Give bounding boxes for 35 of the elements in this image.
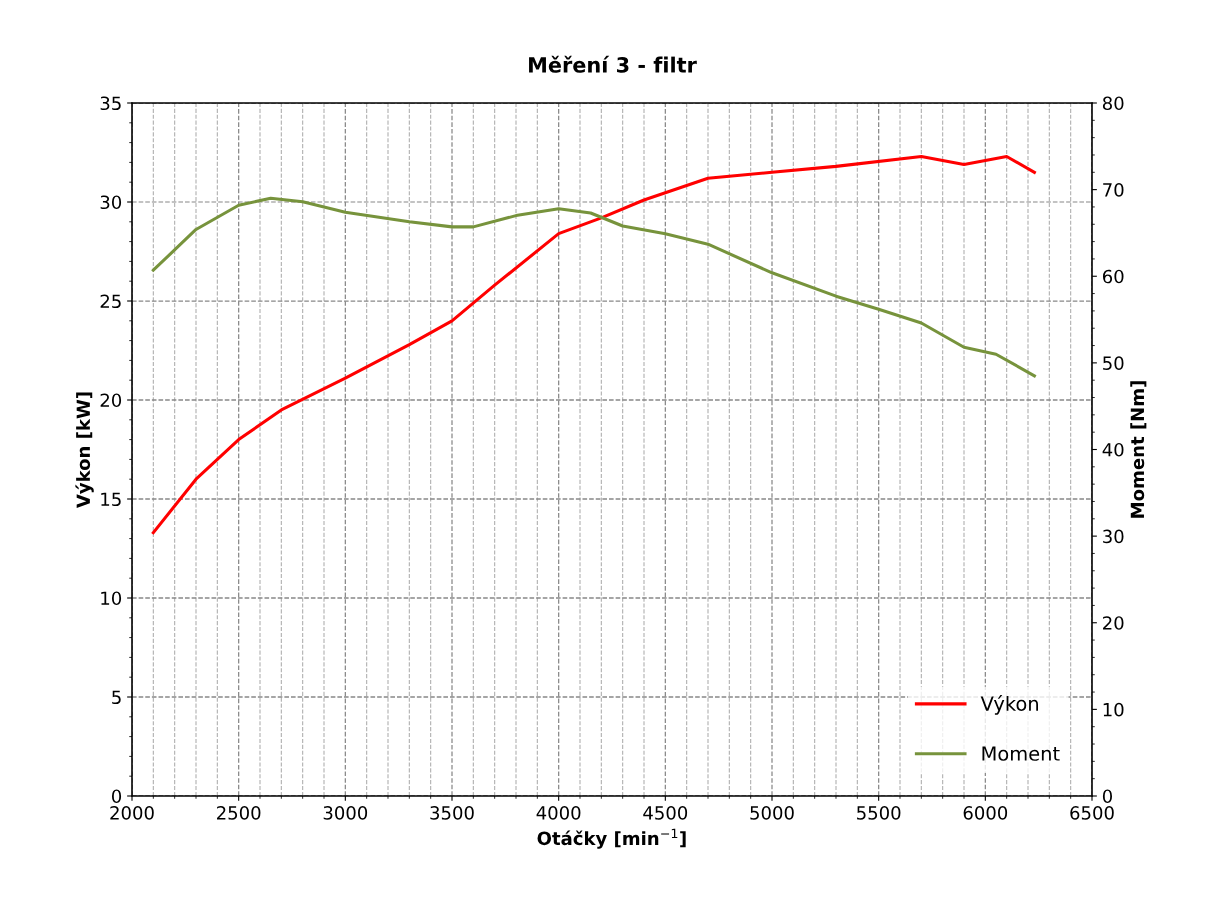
- x-tick-label: 2500: [217, 806, 261, 820]
- x-tick-label: 5500: [857, 806, 901, 820]
- y-tick-label: 0: [111, 789, 122, 804]
- y2-tick-label: 60: [1102, 269, 1124, 284]
- chart-title: Měření 3 - filtr: [529, 55, 697, 73]
- y2-tick-label: 10: [1103, 702, 1124, 717]
- y2-tick-label: 40: [1102, 442, 1124, 457]
- y-tick-label: 35: [100, 96, 121, 111]
- legend-label: Moment: [982, 746, 1060, 761]
- y2-tick-label: 50: [1103, 356, 1124, 370]
- x-tick-label: 5000: [750, 806, 794, 820]
- y2-tick-label: 20: [1103, 616, 1124, 630]
- legend-label: Výkon: [980, 695, 1038, 715]
- y-tick-label: 20: [100, 393, 122, 408]
- x-axis-title: Otáčky [min$^{−1}$]: [537, 828, 686, 849]
- x-tick-label: 4000: [536, 806, 581, 820]
- y-tick-label: 25: [100, 294, 121, 309]
- y-tick-label: 30: [100, 195, 122, 210]
- x-tick-label: 2000: [110, 806, 154, 820]
- y-tick-label: 15: [101, 492, 121, 507]
- y-tick-label: 5: [112, 690, 121, 705]
- x-tick-label: 6500: [1070, 806, 1114, 820]
- y2-axis-title: Moment [Nm]: [1130, 381, 1147, 518]
- y2-tick-label: 70: [1103, 183, 1124, 197]
- y2-tick-label: 80: [1102, 96, 1124, 111]
- y-axis-title: Výkon [kW]: [75, 392, 94, 509]
- y-tick-label: 10: [101, 591, 122, 606]
- x-tick-label: 4500: [643, 806, 688, 820]
- x-tick-label: 3500: [430, 806, 474, 820]
- y2-tick-label: 0: [1102, 789, 1113, 804]
- line-series: [151, 196, 1036, 378]
- x-tick-label: 6000: [963, 806, 1008, 820]
- line-series: [151, 154, 1036, 535]
- x-tick-label: 3000: [323, 806, 368, 820]
- y2-tick-label: 30: [1103, 529, 1124, 544]
